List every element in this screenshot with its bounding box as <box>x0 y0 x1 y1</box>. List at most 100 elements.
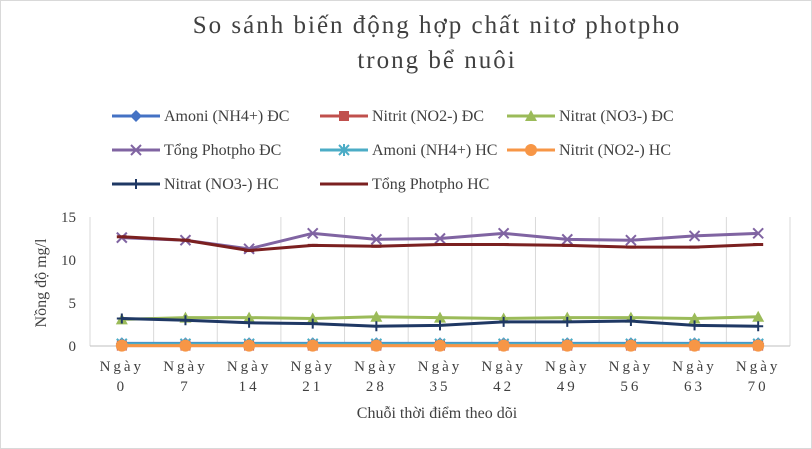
x-tick-label-number: 63 <box>684 379 705 395</box>
legend-marker <box>525 110 537 121</box>
legend-label: Tổng Photpho ĐC <box>164 142 281 159</box>
x-tick-label-number: 0 <box>117 379 128 395</box>
data-point <box>370 310 383 322</box>
data-point <box>371 321 382 332</box>
data-point <box>624 339 637 352</box>
x-tick-label-number: 49 <box>557 379 578 395</box>
series-7 <box>116 235 764 253</box>
data-point <box>243 339 256 352</box>
legend-marker <box>131 179 141 189</box>
data-point <box>370 339 383 352</box>
x-tick-label-number: 56 <box>620 379 641 395</box>
y-axis-ticks: 0 5 10 15 <box>61 210 76 355</box>
data-point <box>562 316 573 327</box>
x-tick-label: Ngày <box>672 359 717 375</box>
x-tick-label-number: 70 <box>748 379 769 395</box>
legend-entry: Tổng Photpho HC <box>320 176 489 193</box>
x-tick-label: Ngày <box>290 359 335 375</box>
legend-marker <box>130 144 142 156</box>
x-tick-label-number: 7 <box>180 379 191 395</box>
data-point <box>370 233 383 246</box>
x-tick-label: Ngày <box>354 359 399 375</box>
series-5 <box>115 339 765 352</box>
data-point <box>307 227 319 240</box>
data-point <box>306 312 319 324</box>
x-tick-label: Ngày <box>100 359 145 375</box>
legend-label: Amoni (NH4+) HC <box>372 142 497 159</box>
data-point <box>115 339 128 352</box>
legend-marker <box>338 144 350 156</box>
y-tick-label: 5 <box>69 296 77 312</box>
data-point <box>179 339 192 352</box>
legend-entry: Nitrit (NO2-) HC <box>507 142 671 159</box>
data-point <box>752 339 765 352</box>
data-point <box>688 312 701 324</box>
data-point <box>625 316 636 327</box>
data-point <box>434 339 446 352</box>
legend-label: Nitrat (NO3-) ĐC <box>559 108 674 125</box>
legend-label: Nitrat (NO3-) HC <box>164 176 279 193</box>
data-point <box>116 313 127 324</box>
data-point <box>497 339 510 352</box>
data-point <box>561 233 573 246</box>
data-point <box>435 320 445 331</box>
x-tick-label-number: 35 <box>430 379 451 395</box>
data-point <box>243 243 255 255</box>
legend-entry: Nitrat (NO3-) ĐC <box>507 108 674 125</box>
data-point <box>689 320 700 331</box>
y-tick-label: 15 <box>61 210 76 226</box>
data-point <box>688 339 701 352</box>
data-point <box>625 234 637 246</box>
data-point <box>306 339 319 352</box>
legend-marker <box>339 111 349 121</box>
x-axis-ticks: Ngày 0 Ngày 7 Ngày 14 Ngày 21 Ngày 28 Ngày 35 Ngày 42… <box>100 359 781 395</box>
data-point <box>688 230 701 242</box>
data-point <box>752 227 764 240</box>
data-point <box>752 310 765 322</box>
x-axis-title: Chuỗi thời điểm theo dõi <box>357 405 518 422</box>
data-point <box>497 227 510 240</box>
legend-entry: Tổng Photpho ĐC <box>112 142 281 159</box>
data-point <box>561 339 574 352</box>
legend-label: Amoni (NH4+) ĐC <box>164 108 289 125</box>
legend-entry: Nitrit (NO2-) ĐC <box>320 108 484 125</box>
y-tick-label: 10 <box>61 253 76 269</box>
data-point <box>434 311 446 323</box>
legend: Amoni (NH4+) ĐC Nitrit (NO2-) ĐC Nitrat (N… <box>112 108 674 193</box>
data-point <box>180 315 191 326</box>
x-tick-label: Ngày <box>736 359 781 375</box>
data-point <box>243 311 256 323</box>
data-point <box>434 232 446 245</box>
series-6 <box>116 313 764 332</box>
x-tick-label-number: 42 <box>493 379 514 395</box>
legend-label: Tổng Photpho HC <box>372 176 489 193</box>
data-point <box>753 321 764 332</box>
legend-entry: Amoni (NH4+) HC <box>320 142 497 159</box>
data-point <box>307 318 318 329</box>
x-tick-label-number: 14 <box>239 379 260 395</box>
legend-label: Nitrit (NO2-) HC <box>559 142 671 159</box>
x-tick-label-number: 21 <box>302 379 323 395</box>
data-point <box>244 317 255 328</box>
chart-title-line-2: trong bể nuôi <box>357 47 516 74</box>
legend-marker <box>525 144 537 156</box>
x-tick-label: Ngày <box>481 359 526 375</box>
y-tick-label: 0 <box>69 339 77 355</box>
x-tick-label: Ngày <box>418 359 463 375</box>
legend-marker <box>130 110 142 122</box>
x-tick-label-number: 28 <box>366 379 387 395</box>
plot-area <box>115 227 765 352</box>
x-tick-label: Ngày <box>227 359 272 375</box>
x-tick-label: Ngày <box>609 359 654 375</box>
y-axis-title: Nồng độ mg/l <box>33 238 50 327</box>
x-tick-label: Ngày <box>163 359 208 375</box>
data-point <box>498 316 509 327</box>
chart-title-line-1: So sánh biến động hợp chất nitơ photpho <box>193 12 681 39</box>
legend-label: Nitrit (NO2-) ĐC <box>372 108 484 125</box>
x-tick-label: Ngày <box>545 359 590 375</box>
legend-entry: Nitrat (NO3-) HC <box>112 176 279 193</box>
legend-entry: Amoni (NH4+) ĐC <box>112 108 289 125</box>
